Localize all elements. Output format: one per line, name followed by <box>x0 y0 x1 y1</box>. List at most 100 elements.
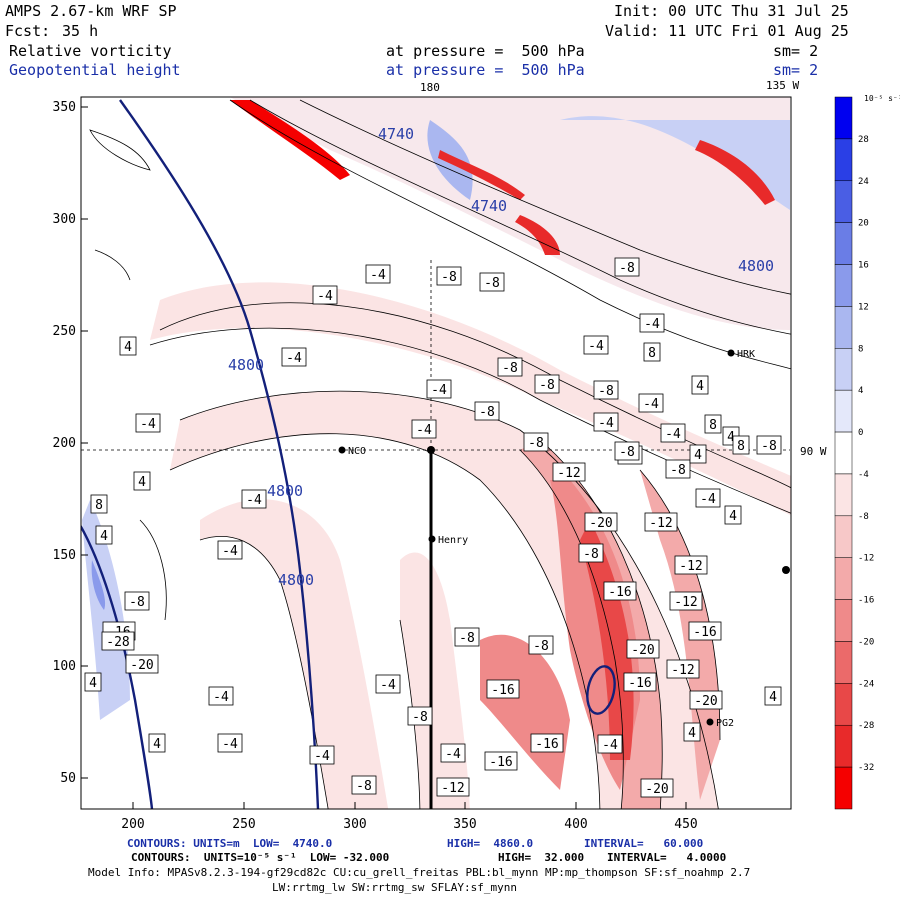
svg-text:-8: -8 <box>670 463 686 478</box>
colorbar-level-label: 12 <box>858 302 869 312</box>
svg-text:-16: -16 <box>489 755 512 770</box>
colorbar-swatch <box>834 515 853 558</box>
svg-text:-8: -8 <box>502 361 518 376</box>
svg-text:-12: -12 <box>674 595 697 610</box>
vorticity-contour-label: -8 <box>124 591 150 611</box>
svg-text:-8: -8 <box>479 405 495 420</box>
vorticity-contour-label: -16 <box>623 672 657 692</box>
map-field: -4 -4 -4 -4 -4 -4 -4 -4 -4 -4 -4 -4 -4 -4 -4 -4 -4 -4 -4 -4… <box>81 97 791 809</box>
height-contour-label: 4740 <box>378 125 414 143</box>
svg-text:4: 4 <box>153 737 161 752</box>
vorticity-contour-label: -4 <box>660 423 686 443</box>
vorticity-contour-label: -4 <box>208 686 234 706</box>
svg-text:4: 4 <box>769 690 777 705</box>
svg-text:-4: -4 <box>370 268 386 283</box>
colorbar-level-label: -12 <box>858 554 874 564</box>
valid-time: Valid: 11 UTC Fri 01 Aug 25 <box>605 22 849 40</box>
vorticity-contour-label: 4 <box>764 686 782 706</box>
svg-text:-8: -8 <box>619 445 635 460</box>
field1-name: Relative vorticity <box>9 42 172 60</box>
svg-text:-8: -8 <box>761 439 777 454</box>
footer-vort-contours: CONTOURS: UNITS=10⁻⁵ s⁻¹ LOW= -32.000 <box>131 851 390 864</box>
footer-vort-interval: INTERVAL= 4.0000 <box>607 851 727 864</box>
vorticity-contour-label: -4 <box>312 285 338 305</box>
svg-text:-8: -8 <box>356 779 372 794</box>
vorticity-contour-label: -28 <box>101 631 135 651</box>
y-tick-label: 250 <box>53 324 76 339</box>
svg-text:-16: -16 <box>535 737 558 752</box>
vorticity-contour-label: -8 <box>436 266 462 286</box>
vorticity-contour-label: 4 <box>84 672 102 692</box>
footer-height-high: HIGH= 4860.0 <box>447 837 534 850</box>
vorticity-contour-label: -8 <box>407 706 433 726</box>
vorticity-contour-label: -8 <box>528 635 554 655</box>
svg-text:-4: -4 <box>445 747 461 762</box>
colorbar-swatch <box>834 306 853 349</box>
vorticity-contour-label: -4 <box>241 489 267 509</box>
svg-text:-4: -4 <box>665 427 681 442</box>
height-contour-label: 4800 <box>278 571 314 589</box>
svg-text:-4: -4 <box>140 417 156 432</box>
vorticity-contour-label: -12 <box>666 659 700 679</box>
colorbar-swatch <box>834 557 853 600</box>
colorbar-level-label: -4 <box>858 470 869 480</box>
svg-text:-8: -8 <box>583 547 599 562</box>
vorticity-contour-label: -12 <box>552 462 586 482</box>
svg-text:4: 4 <box>138 475 146 490</box>
svg-text:-16: -16 <box>693 625 716 640</box>
svg-text:8: 8 <box>737 439 745 454</box>
footer-height-contours: CONTOURS: UNITS=m LOW= 4740.0 <box>127 837 333 850</box>
svg-text:-16: -16 <box>608 585 631 600</box>
vorticity-contour-label: -4 <box>440 743 466 763</box>
field1-smoothing: sm= 2 <box>773 42 819 60</box>
colorbar-swatch <box>834 348 853 391</box>
svg-text:Henry: Henry <box>438 535 468 546</box>
colorbar-swatch <box>834 138 853 182</box>
svg-text:4: 4 <box>124 340 132 355</box>
colorbar-swatch <box>834 599 853 642</box>
vorticity-contour-label: -4 <box>411 419 437 439</box>
colorbar-level-label: -28 <box>858 721 874 731</box>
vorticity-contour-label: 8 <box>643 342 661 362</box>
svg-text:-4: -4 <box>598 416 614 431</box>
svg-text:-4: -4 <box>317 289 333 304</box>
longitude-135w-label: 135 W <box>766 79 800 92</box>
colorbar-level-label: -32 <box>858 763 874 773</box>
y-tick-label: 200 <box>53 436 76 451</box>
forecast-label: Fcst: <box>5 22 51 40</box>
svg-text:-20: -20 <box>130 658 153 673</box>
svg-text:-8: -8 <box>533 639 549 654</box>
svg-text:-4: -4 <box>644 317 660 332</box>
vorticity-contour-label: -12 <box>436 777 470 797</box>
vorticity-contour-label: 4 <box>689 444 707 464</box>
vorticity-contour-label: -4 <box>695 488 721 508</box>
vorticity-contour-label: -4 <box>281 347 307 367</box>
svg-text:4: 4 <box>727 430 735 445</box>
vorticity-contour-label: -4 <box>639 313 665 333</box>
footer-vort-high: HIGH= 32.000 <box>498 851 585 864</box>
svg-text:HRK: HRK <box>737 349 755 360</box>
vorticity-contour-label: 8 <box>90 494 108 514</box>
height-contour-label: 4800 <box>228 356 264 374</box>
svg-text:-8: -8 <box>459 631 475 646</box>
vorticity-contour-label: 4 <box>683 722 701 742</box>
vorticity-contour-label: -16 <box>603 581 637 601</box>
svg-text:8: 8 <box>709 418 717 433</box>
x-tick-label: 400 <box>564 817 587 832</box>
svg-text:-8: -8 <box>619 261 635 276</box>
svg-text:-4: -4 <box>314 749 330 764</box>
vorticity-contour-label: -16 <box>484 751 518 771</box>
svg-text:-8: -8 <box>539 378 555 393</box>
vorticity-contour-label: 4 <box>724 505 742 525</box>
svg-text:-12: -12 <box>649 516 672 531</box>
colorbar-level-label: 16 <box>858 261 869 271</box>
svg-text:-8: -8 <box>129 595 145 610</box>
field2-level: at pressure = 500 hPa <box>386 61 585 79</box>
colorbar-level-label: 28 <box>858 135 869 145</box>
svg-text:-12: -12 <box>557 466 580 481</box>
station-marker: HRK <box>727 349 755 360</box>
vorticity-contour-label: -8 <box>474 401 500 421</box>
vorticity-contour-label: 4 <box>691 375 709 395</box>
vorticity-contour-label: -4 <box>375 674 401 694</box>
vorticity-contour-label: -16 <box>486 679 520 699</box>
